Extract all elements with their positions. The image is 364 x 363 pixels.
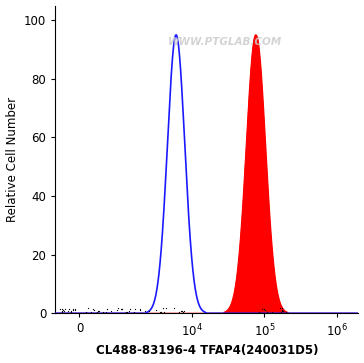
Point: [119, 306, 125, 312]
Point: [72, 307, 78, 313]
Point: [59, 306, 65, 312]
Point: [178, 308, 183, 314]
Point: [180, 309, 186, 314]
Point: [257, 310, 262, 315]
Point: [95, 308, 100, 314]
Point: [283, 309, 289, 315]
Point: [96, 308, 102, 314]
Point: [70, 307, 76, 313]
Point: [161, 309, 167, 315]
Point: [136, 310, 142, 315]
Point: [277, 305, 283, 311]
X-axis label: CL488-83196-4 TFAP4(240031D5): CL488-83196-4 TFAP4(240031D5): [96, 344, 318, 358]
Point: [264, 309, 270, 315]
Point: [57, 310, 63, 315]
Text: WWW.PTGLAB.COM: WWW.PTGLAB.COM: [168, 37, 282, 48]
Point: [143, 309, 149, 314]
Point: [59, 308, 65, 314]
Point: [259, 310, 265, 316]
Point: [160, 305, 166, 311]
Point: [86, 305, 91, 311]
Point: [63, 306, 68, 311]
Point: [259, 306, 265, 312]
Point: [179, 309, 185, 314]
Point: [90, 306, 96, 312]
Point: [269, 309, 274, 315]
Point: [158, 309, 163, 315]
Point: [280, 308, 285, 314]
Point: [124, 309, 130, 315]
Point: [94, 310, 99, 315]
Point: [132, 306, 138, 311]
Point: [59, 309, 65, 314]
Point: [63, 310, 69, 316]
Point: [65, 308, 71, 314]
Point: [123, 309, 129, 315]
Point: [118, 306, 124, 311]
Point: [121, 310, 127, 316]
Point: [72, 307, 78, 313]
Point: [88, 309, 94, 315]
Point: [274, 310, 280, 316]
Point: [66, 310, 72, 316]
Point: [119, 306, 125, 311]
Point: [68, 309, 74, 314]
Point: [146, 307, 152, 313]
Point: [70, 306, 76, 312]
Point: [126, 308, 132, 314]
Point: [103, 309, 109, 314]
Point: [279, 306, 285, 311]
Point: [137, 306, 143, 312]
Point: [115, 306, 121, 311]
Point: [131, 309, 137, 315]
Point: [280, 308, 285, 314]
Point: [262, 307, 268, 313]
Point: [91, 307, 97, 313]
Point: [157, 309, 163, 315]
Point: [171, 305, 177, 311]
Point: [108, 308, 114, 314]
Point: [181, 308, 187, 314]
Point: [59, 309, 65, 314]
Point: [138, 307, 143, 313]
Point: [84, 310, 90, 316]
Point: [127, 306, 133, 311]
Point: [261, 306, 267, 312]
Point: [104, 306, 110, 312]
Point: [278, 309, 284, 315]
Point: [163, 305, 169, 311]
Point: [124, 310, 130, 316]
Point: [68, 308, 74, 314]
Point: [66, 306, 72, 311]
Point: [104, 306, 110, 312]
Point: [61, 310, 67, 315]
Point: [181, 310, 186, 315]
Point: [153, 307, 159, 313]
Point: [58, 306, 63, 312]
Point: [60, 307, 66, 313]
Y-axis label: Relative Cell Number: Relative Cell Number: [5, 97, 19, 222]
Point: [114, 307, 120, 313]
Point: [83, 309, 89, 314]
Point: [176, 309, 182, 315]
Point: [279, 307, 285, 313]
Point: [100, 309, 106, 315]
Point: [62, 307, 67, 313]
